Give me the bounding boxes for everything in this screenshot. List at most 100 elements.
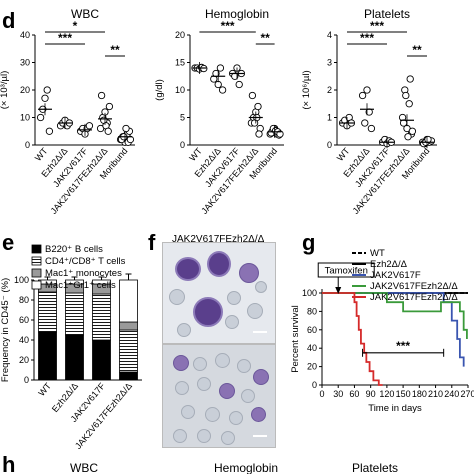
y-tick-label: 5: [180, 113, 185, 123]
red-cell: [247, 303, 263, 319]
y-tick-label: 40: [307, 343, 317, 353]
chart-title: WBC: [71, 7, 99, 21]
significance-label: **: [110, 43, 120, 57]
x-tick-label: 120: [379, 389, 394, 399]
bar-segment: [38, 331, 57, 381]
scale-bar: [253, 331, 267, 333]
y-tick-label: 20: [307, 362, 317, 372]
survival-line: [322, 292, 468, 339]
chart-title: Hemoglobin: [205, 7, 269, 21]
micrograph-title: JAK2V617FEzh2Δ/Δ: [172, 234, 265, 245]
leukocyte-cell: [253, 369, 269, 385]
data-point: [218, 86, 227, 94]
data-point: [235, 80, 243, 89]
y-axis-label: Frequency in CD45⁻ (%): [0, 278, 11, 382]
y-tick-label: 15: [175, 58, 185, 68]
legend-label: B220⁺ B cells: [45, 244, 103, 255]
y-tick-label: 0: [312, 380, 317, 390]
data-point: [85, 122, 94, 130]
red-cell: [197, 429, 211, 443]
hemoglobin-chart: Hemoglobin(g/dl)05101520WTEzh2Δ/ΔJAK2V61…: [154, 7, 284, 216]
red-cell: [169, 289, 185, 305]
x-tick-label: 60: [349, 389, 359, 399]
bar-segment: [65, 292, 84, 336]
y-tick-label: 2: [327, 85, 332, 95]
y-axis-label: Percent survival: [290, 305, 301, 373]
leukocyte-cell: [251, 407, 266, 422]
bottom-title-hemoglobin: Hemoglobin: [214, 461, 278, 474]
legend-label: JAK2V617FEzh2Δ/Δ: [370, 292, 458, 303]
bottom-title-platelets: Platelets: [352, 461, 398, 474]
panel-letter-h: h: [2, 452, 15, 474]
data-point: [43, 86, 51, 94]
bar-segment: [119, 371, 138, 381]
data-point: [367, 124, 376, 133]
data-point: [97, 91, 106, 100]
red-cell: [221, 431, 235, 445]
red-cell: [197, 377, 211, 391]
x-axis-label: Time in days: [368, 403, 422, 414]
bar-segment: [65, 334, 84, 381]
y-tick-label: 10: [175, 85, 185, 95]
bar-segment: [119, 279, 138, 323]
data-point: [276, 130, 284, 138]
x-tick-label: WT: [335, 145, 352, 163]
leukocyte-cell: [173, 355, 189, 371]
leukocyte-cell: [219, 383, 235, 399]
red-cell: [173, 429, 187, 443]
micrograph-bottom: [162, 344, 276, 448]
tamoxifen-box: [317, 262, 375, 278]
data-point: [248, 91, 257, 100]
y-axis-label: (× 10³/µl): [0, 71, 10, 109]
y-tick-label: 80: [307, 306, 317, 316]
legend-swatch: [31, 268, 42, 278]
legend-label: Mac1⁺ monocytes: [45, 268, 122, 279]
bar-segment: [119, 321, 138, 331]
y-tick-label: 0: [24, 375, 29, 385]
red-cell: [177, 323, 191, 337]
data-point: [104, 127, 112, 135]
legend-swatch: [31, 256, 42, 266]
data-point: [361, 119, 369, 127]
red-cell: [241, 389, 255, 403]
red-cell: [237, 359, 251, 373]
red-cell: [205, 407, 220, 422]
data-point: [255, 130, 263, 138]
legend-label: WT: [370, 248, 385, 259]
legend-label: Mac1⁺Gr1⁺ cells: [45, 280, 116, 291]
y-tick-label: 0: [327, 140, 332, 150]
data-point: [404, 133, 412, 141]
bar-segment: [119, 329, 138, 373]
panel-letter-d: d: [2, 8, 15, 33]
panel-letter-e: e: [2, 230, 14, 255]
stacked-bar-chart: Frequency in CD45⁻ (%) 020406080100WTEzh2…: [0, 244, 142, 451]
y-tick-label: 60: [307, 325, 317, 335]
platelets-chart: Platelets(× 10⁶/µl)01234WTEzh2Δ/ΔJAK2V61…: [301, 7, 437, 216]
data-point: [122, 124, 130, 133]
red-cell: [175, 381, 189, 395]
significance-label: **: [261, 31, 271, 45]
y-axis-label: (g/dl): [154, 79, 165, 101]
legend-label: JAK2V617F: [370, 270, 421, 281]
legend-label: CD4⁺/CD8⁺ T cells: [45, 256, 126, 267]
y-tick-label: 20: [20, 85, 30, 95]
x-tick-label: 0: [319, 389, 324, 399]
x-tick-label: 30: [333, 389, 343, 399]
significance-label: **: [412, 43, 422, 57]
micrograph-top: [162, 242, 276, 344]
data-point: [41, 94, 49, 102]
red-cell: [225, 315, 239, 329]
y-tick-label: 20: [19, 355, 29, 365]
survival-line: [322, 292, 465, 367]
red-cell: [181, 405, 195, 419]
red-cell: [227, 291, 241, 305]
y-tick-label: 4: [327, 30, 332, 40]
data-point: [254, 102, 262, 111]
x-tick-label: 270: [460, 389, 474, 399]
chart-title: Platelets: [364, 7, 410, 21]
data-point: [408, 127, 417, 135]
y-tick-label: 60: [19, 315, 29, 325]
bar-segment: [92, 293, 111, 341]
x-tick-label: 210: [428, 389, 443, 399]
